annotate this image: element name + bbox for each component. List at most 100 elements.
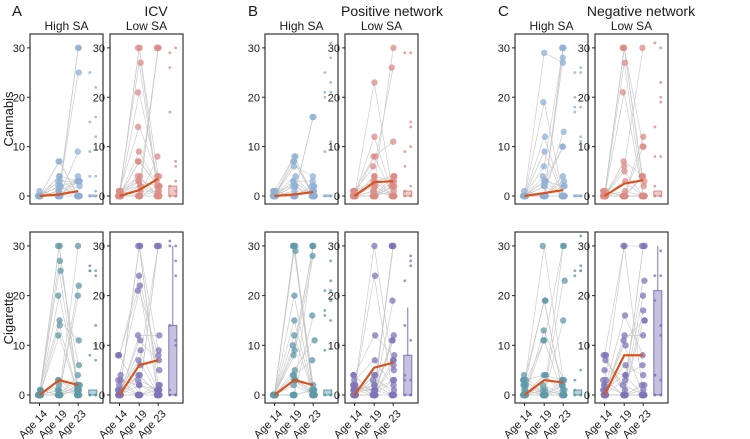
data-point	[390, 332, 397, 339]
facet-label: High SA	[44, 19, 88, 33]
data-point	[391, 173, 398, 180]
distribution-dot	[409, 145, 413, 149]
data-point	[135, 272, 143, 279]
data-point	[154, 153, 161, 160]
data-point	[135, 177, 142, 185]
data-point	[620, 337, 627, 344]
data-point	[154, 44, 162, 52]
data-point	[351, 187, 358, 195]
data-point	[639, 361, 646, 369]
data-point	[559, 143, 566, 150]
distribution-dot	[94, 358, 98, 362]
data-point	[540, 163, 548, 170]
data-point	[389, 391, 396, 399]
data-point	[541, 177, 548, 185]
data-point	[74, 173, 82, 180]
distribution-dot	[174, 179, 178, 183]
data-point	[641, 317, 648, 324]
distribution-dot	[403, 150, 407, 153]
data-point	[291, 317, 298, 324]
distribution-dot	[168, 66, 172, 70]
data-point	[620, 158, 627, 165]
y-tick-label: 30	[248, 43, 260, 55]
data-point	[371, 242, 378, 250]
distribution-dot	[174, 274, 178, 278]
data-point	[638, 391, 646, 399]
panel-frame	[109, 231, 184, 404]
data-point	[290, 177, 297, 185]
data-point	[371, 332, 379, 339]
distribution-dot	[409, 254, 413, 258]
data-point	[269, 192, 277, 200]
data-point	[639, 371, 647, 379]
data-point	[541, 337, 548, 344]
box-plot	[573, 389, 583, 396]
data-point	[311, 337, 318, 344]
y-tick-label: 10	[498, 142, 510, 154]
data-point	[74, 177, 81, 185]
data-point	[371, 272, 379, 279]
box-plot	[168, 185, 178, 197]
distribution-dot	[409, 338, 413, 342]
data-point	[310, 182, 318, 190]
distribution-dot	[329, 299, 333, 302]
y-tick-label: 30	[498, 241, 510, 253]
y-tick-label: 30	[13, 43, 25, 55]
data-point	[599, 386, 607, 394]
data-point	[560, 177, 568, 185]
data-point	[372, 386, 379, 394]
data-point	[391, 182, 398, 190]
data-point	[622, 371, 629, 379]
data-point	[639, 292, 647, 299]
data-point	[75, 282, 82, 289]
data-point	[156, 386, 163, 394]
distribution-dot	[573, 110, 577, 114]
data-point	[561, 277, 568, 284]
distribution-dot	[579, 368, 583, 372]
distribution-dot	[174, 46, 178, 50]
distribution-dot	[329, 259, 333, 263]
data-point	[155, 352, 162, 359]
data-point	[136, 173, 144, 180]
panel-frame	[344, 33, 419, 205]
data-point	[391, 352, 398, 359]
distribution-dot	[88, 71, 92, 74]
data-point	[641, 242, 648, 250]
distribution-dot	[323, 314, 327, 317]
data-point	[621, 242, 628, 250]
data-point	[540, 182, 548, 190]
data-point	[290, 158, 298, 165]
data-point	[134, 89, 142, 96]
y-tick-label: 10	[13, 340, 25, 352]
distribution-dot	[579, 105, 583, 109]
data-point	[309, 252, 316, 260]
y-tick-label: 20	[498, 291, 510, 303]
data-point	[116, 192, 123, 200]
panel-frame	[109, 33, 184, 205]
data-point	[558, 192, 566, 200]
data-point	[155, 357, 163, 364]
median-line	[603, 354, 644, 396]
panel-frame	[594, 33, 669, 205]
distribution-dot	[573, 269, 577, 273]
data-point	[388, 192, 396, 200]
data-point	[640, 133, 647, 140]
y-tick-label: 30	[578, 43, 590, 55]
data-point	[75, 69, 83, 76]
data-point	[57, 182, 64, 190]
distribution-dot	[659, 81, 663, 84]
y-tick-label: 0	[584, 390, 590, 402]
data-point	[55, 332, 62, 339]
distribution-dot	[659, 249, 663, 253]
data-point	[371, 79, 378, 86]
box-plot	[653, 290, 663, 396]
data-point	[621, 163, 628, 170]
data-point	[621, 59, 628, 66]
box-plot	[88, 194, 98, 198]
group-title: Positive network	[341, 3, 444, 19]
panel-frame	[29, 231, 104, 404]
data-point	[289, 342, 296, 349]
distribution-dot	[329, 289, 333, 293]
y-tick-label: 0	[99, 390, 105, 402]
distribution-dot	[409, 259, 413, 263]
